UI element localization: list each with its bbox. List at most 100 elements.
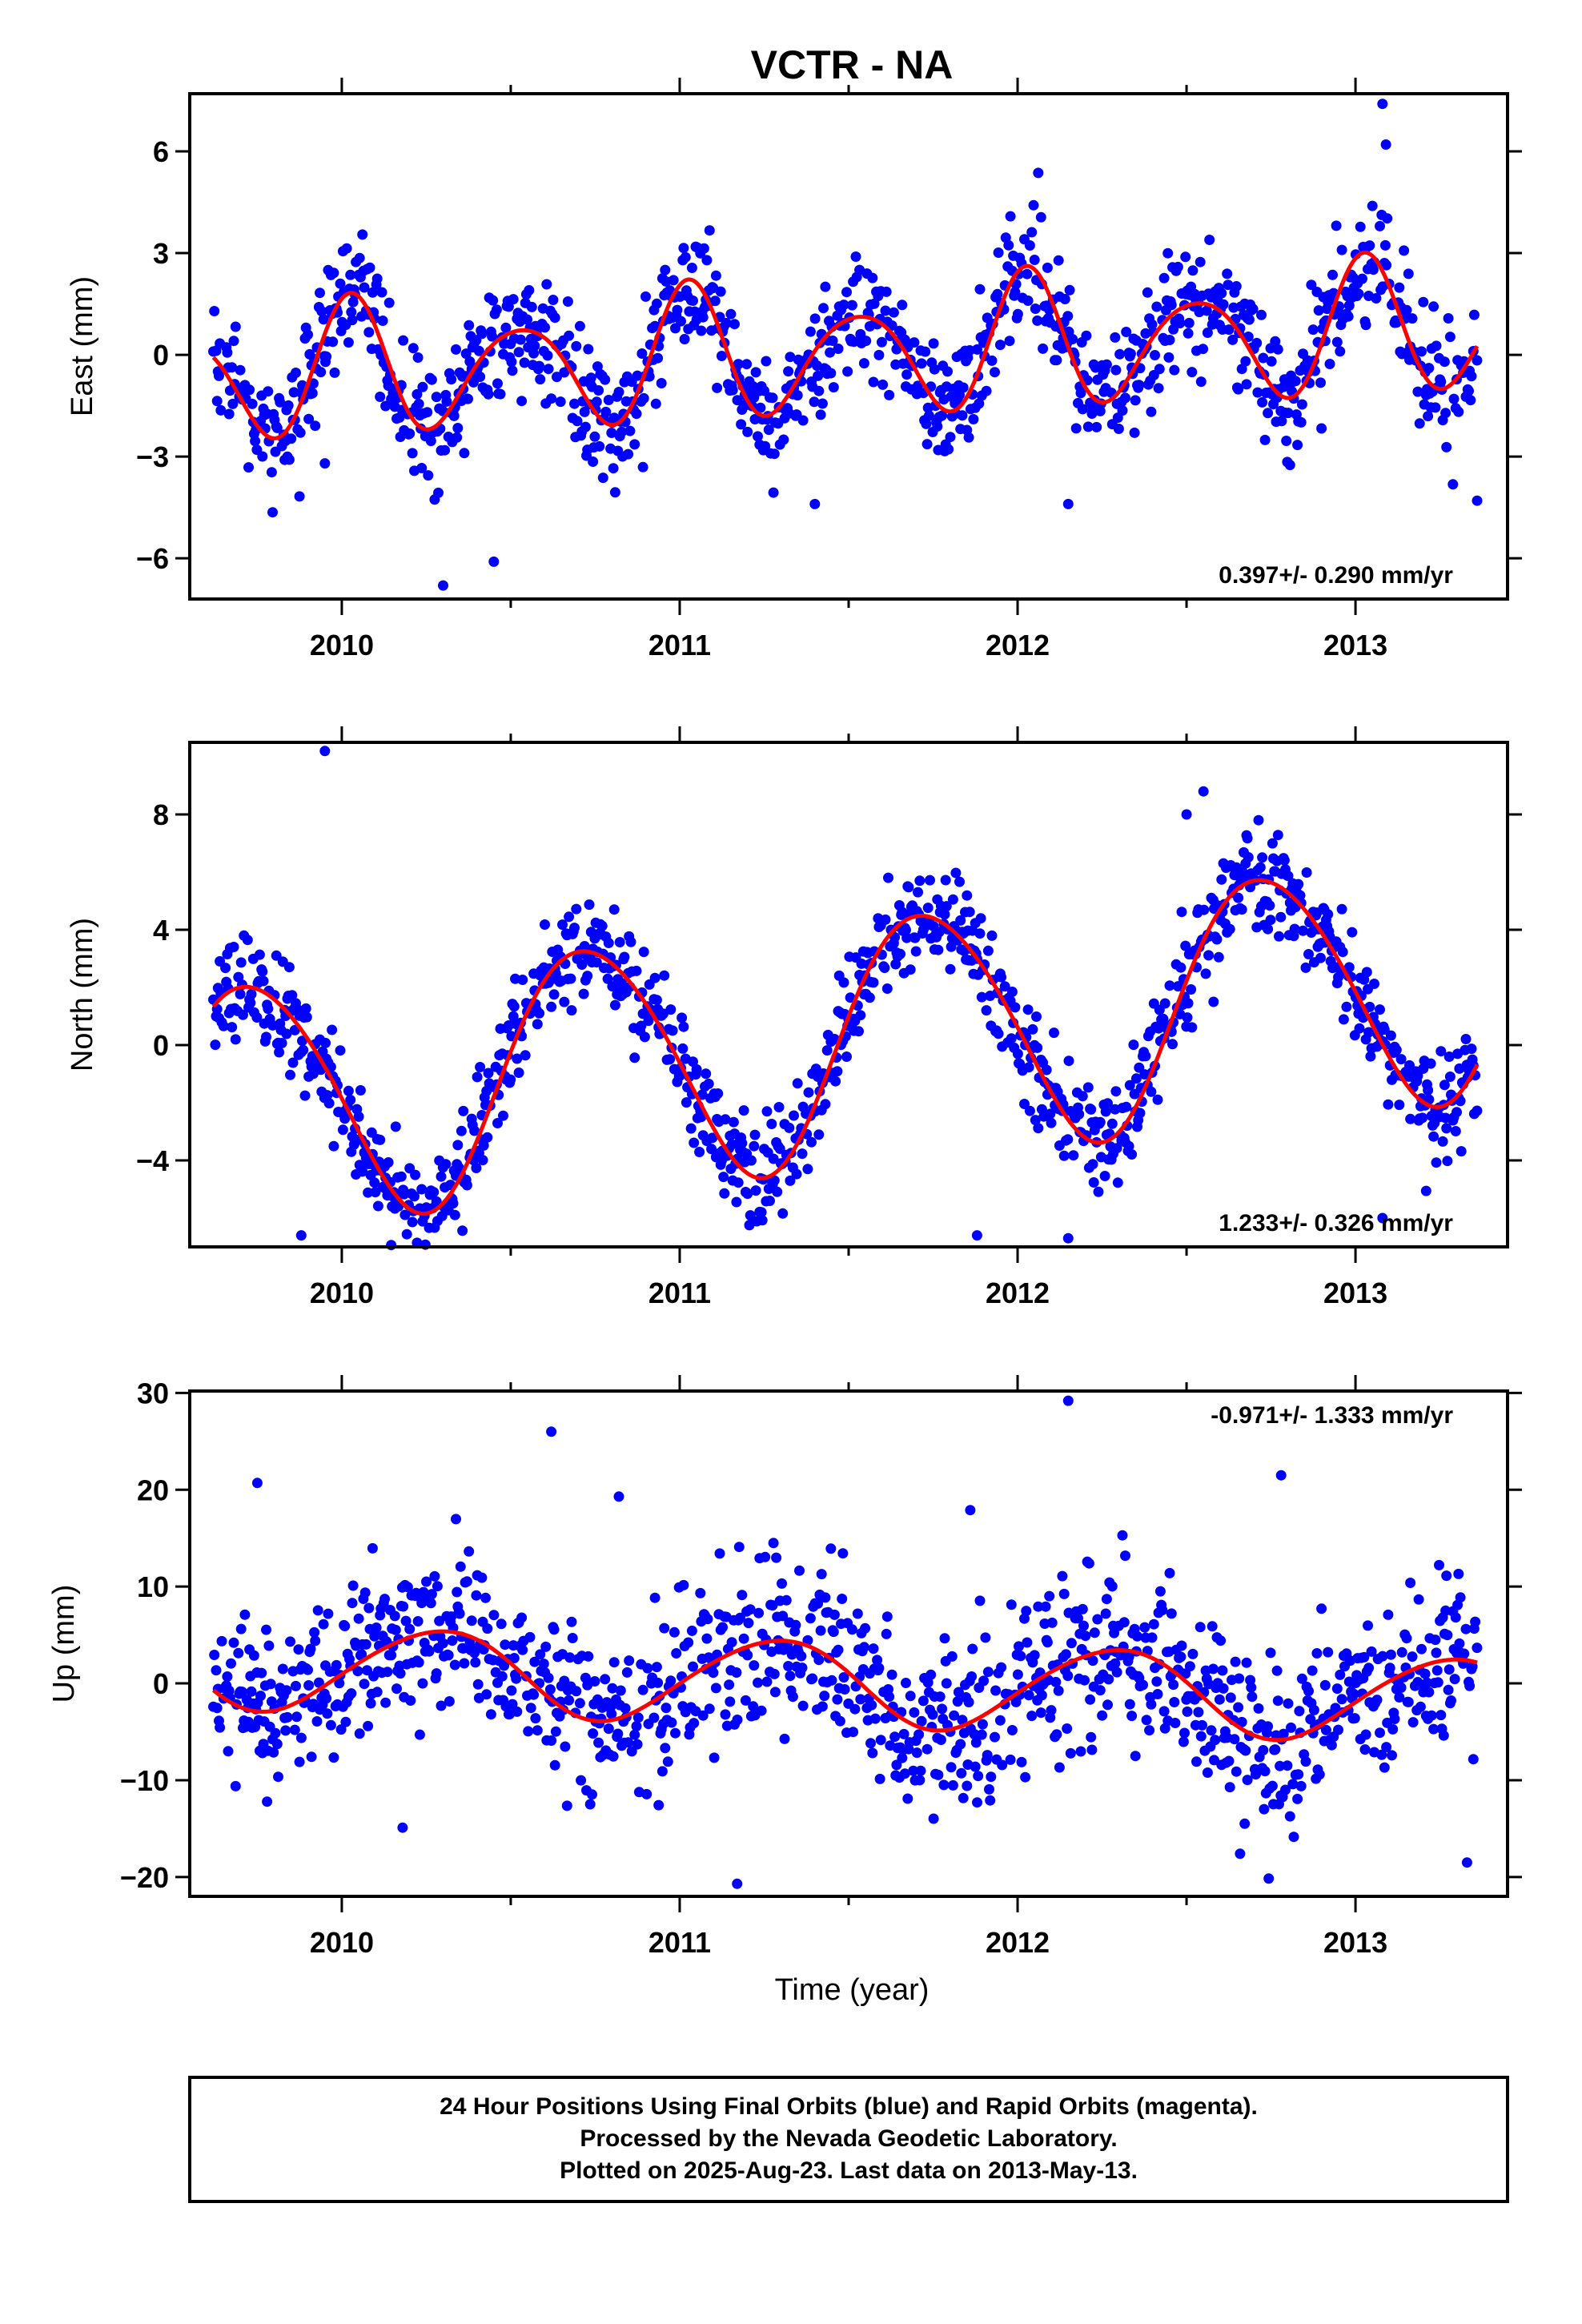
up-rate-label: -0.971+/- 1.333 mm/yr [1211,1402,1453,1429]
up-point [576,1775,587,1786]
up-point [1022,1637,1033,1648]
up-point [1046,1705,1057,1716]
up-point [1263,1873,1275,1884]
north-point [456,1125,467,1136]
north-point [1437,1136,1448,1147]
up-point [1335,1669,1346,1680]
up-point [980,1632,991,1643]
up-point [470,1657,481,1668]
up-point [939,1633,950,1644]
east-point [652,352,664,364]
up-point [915,1765,926,1776]
up-point [226,1658,236,1669]
east-point [1110,364,1122,376]
east-point [1252,387,1263,398]
east-point [1130,395,1141,406]
north-point [1203,950,1215,961]
north-point [1460,1034,1472,1044]
up-point [833,1644,844,1655]
north-point [271,950,282,961]
north-point [879,963,890,973]
east-point [211,396,223,407]
up-point [303,1664,313,1675]
up-point [359,1679,370,1690]
up-point [970,1761,981,1772]
north-point [1315,952,1326,963]
up-point [414,1729,425,1740]
north-point [517,975,528,985]
north-point [1182,998,1194,1009]
north-panel: 2010 2011 2012 2013 8 4 0 −4 North (mm) 1.233+/… [66,726,1522,1309]
east-point [416,463,428,473]
north-point [1298,925,1308,936]
up-point [413,1657,424,1668]
north-point [1423,1084,1434,1096]
up-point [216,1635,227,1647]
up-point [452,1586,463,1598]
east-point [688,296,698,306]
north-point [482,1132,493,1143]
north-point [532,1019,543,1030]
up-point [1005,1754,1016,1765]
up-point [1242,1775,1253,1786]
up-point [826,1675,837,1686]
up-point [291,1711,303,1723]
up-point [613,1491,624,1502]
north-point [478,1140,489,1151]
up-point [454,1608,465,1619]
north-point [1274,931,1284,942]
up-point [583,1651,594,1662]
north-point [1182,1012,1193,1023]
north-point [327,1024,338,1035]
north-point [1267,838,1278,849]
east-point [1431,340,1442,352]
east-point [1306,279,1317,291]
up-point [670,1727,681,1739]
east-point [367,287,378,298]
east-point [876,336,887,348]
east-point [459,448,470,459]
east-point [1327,269,1338,280]
east-point [516,396,528,407]
north-point [631,965,642,976]
up-point [846,1624,857,1635]
up-point [860,1622,871,1634]
north-point [975,913,986,924]
up-point [1197,1719,1207,1731]
north-point [1257,852,1268,863]
east-point [1077,404,1088,415]
north-point [254,949,265,960]
east-point [1367,200,1378,211]
up-point [211,1703,223,1714]
east-point [868,376,879,388]
east-point [1091,421,1102,432]
north-point [1077,1091,1088,1102]
north-point [1224,923,1235,935]
up-point [1431,1647,1442,1659]
up-point [268,1747,279,1758]
north-point [768,1153,779,1164]
north-point [322,1090,333,1101]
north-point [283,962,295,973]
up-point [1218,1683,1229,1694]
up-y-tick-label: 30 [137,1377,169,1409]
up-point [386,1650,397,1661]
up-point [1080,1630,1091,1642]
up-point [223,1746,234,1757]
up-point [973,1771,984,1782]
north-point [1275,911,1287,923]
north-point [461,1180,472,1191]
east-point [1062,498,1074,509]
east-point [491,304,502,316]
up-point [669,1626,680,1638]
east-point [981,385,992,396]
east-point [792,390,803,401]
north-point [1452,1107,1462,1118]
north-point [281,1028,292,1039]
east-point [1033,167,1044,179]
east-point [574,320,585,332]
north-point [678,1021,689,1032]
north-point [1354,1023,1365,1034]
east-point [347,315,358,326]
north-point [1012,1048,1023,1059]
